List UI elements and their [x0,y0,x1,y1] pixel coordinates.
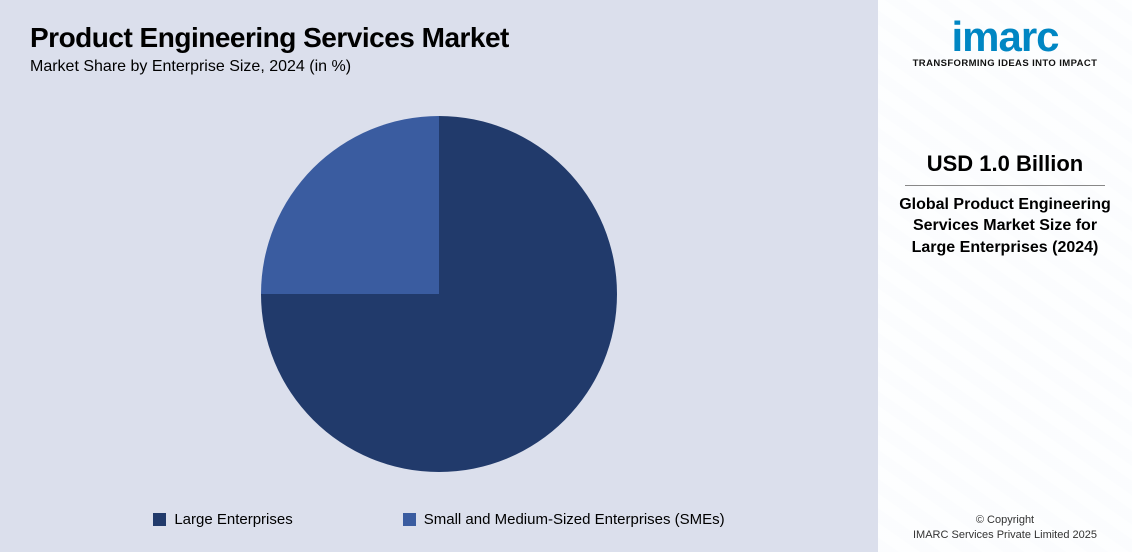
pie-wrap [30,76,848,511]
legend-item-sme: Small and Medium-Sized Enterprises (SMEs… [403,511,725,528]
legend-item-large: Large Enterprises [153,511,292,528]
copyright-line2: IMARC Services Private Limited 2025 [878,528,1132,542]
stat-block: USD 1.0 Billion Global Product Engineeri… [892,151,1118,259]
legend-label: Small and Medium-Sized Enterprises (SMEs… [424,511,725,528]
logo-text: imarc [913,18,1098,56]
logo: imarc TRANSFORMING IDEAS INTO IMPACT [913,18,1098,69]
chart-panel: Product Engineering Services Market Mark… [0,0,878,552]
stat-description: Global Product Engineering Services Mark… [892,194,1118,259]
legend-label: Large Enterprises [174,511,292,528]
chart-subtitle: Market Share by Enterprise Size, 2024 (i… [30,58,848,76]
legend-swatch-icon [403,513,416,526]
legend-swatch-icon [153,513,166,526]
legend: Large Enterprises Small and Medium-Sized… [30,511,848,534]
side-panel: imarc TRANSFORMING IDEAS INTO IMPACT USD… [878,0,1132,552]
root: Product Engineering Services Market Mark… [0,0,1132,552]
divider [905,185,1105,186]
stat-value: USD 1.0 Billion [892,151,1118,177]
chart-title: Product Engineering Services Market [30,22,848,54]
logo-tagline: TRANSFORMING IDEAS INTO IMPACT [913,58,1098,69]
copyright-line1: © Copyright [878,513,1132,527]
copyright: © Copyright IMARC Services Private Limit… [878,513,1132,542]
pie-chart [261,116,617,472]
